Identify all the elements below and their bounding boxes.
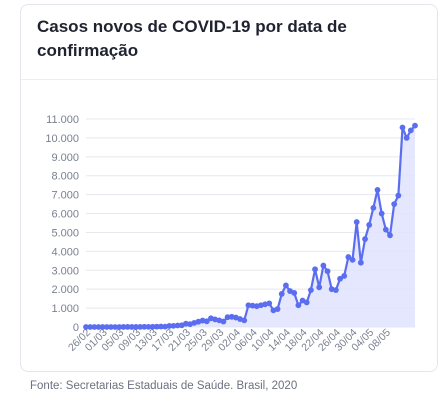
data-point	[349, 256, 356, 263]
y-tick-label: 9.000	[51, 152, 79, 164]
y-tick-label: 11.000	[46, 114, 79, 126]
data-point	[387, 232, 393, 239]
data-point	[83, 324, 89, 330]
data-point	[203, 318, 210, 325]
y-tick-label: 4.000	[51, 246, 79, 258]
data-point	[395, 192, 402, 199]
data-point	[274, 306, 281, 312]
data-point	[220, 318, 227, 325]
data-point	[378, 210, 385, 217]
data-point	[337, 275, 343, 282]
data-point	[357, 259, 364, 266]
y-axis-ticks: 0 1.000 2.000 3.000 4.000 5.000 6.000 7.000 8.00…	[45, 114, 79, 334]
data-point	[407, 127, 414, 134]
data-point	[370, 204, 377, 211]
data-point	[278, 291, 285, 297]
data-point	[362, 236, 368, 242]
data-point	[312, 266, 318, 273]
data-point	[391, 201, 398, 207]
data-point	[412, 122, 418, 129]
y-tick-label: 2.000	[51, 284, 79, 296]
data-point	[158, 323, 164, 330]
data-point	[320, 262, 327, 269]
data-point	[128, 324, 135, 330]
y-tick-label: 5.000	[51, 227, 79, 239]
data-point	[283, 282, 289, 289]
chart-card: Casos novos de COVID-19 por data de conf…	[20, 4, 438, 372]
data-point	[366, 221, 373, 228]
data-point	[149, 323, 156, 330]
data-point	[145, 323, 152, 330]
y-tick-label: 10.000	[45, 133, 79, 145]
data-point	[245, 302, 252, 309]
data-point	[399, 124, 406, 131]
data-point	[224, 314, 231, 321]
y-tick-label: 3.000	[51, 265, 79, 277]
data-point	[345, 254, 352, 260]
source-note: Fonte: Secretarias Estaduais de Saúde. B…	[30, 380, 298, 392]
y-tick-label: 8.000	[51, 171, 79, 183]
data-point	[120, 324, 127, 330]
data-point	[316, 284, 323, 291]
area-fill-path	[86, 125, 415, 328]
data-point	[103, 324, 110, 330]
area-fill	[86, 125, 415, 328]
y-tick-label: 0	[73, 322, 79, 334]
data-point	[87, 324, 94, 330]
x-axis-ticks: 26/0201/0305/0309/0313/0317/0321/0325/03…	[66, 327, 393, 354]
data-point	[403, 135, 410, 141]
y-tick-label: 6.000	[51, 209, 79, 221]
data-point	[170, 322, 177, 329]
data-point	[116, 324, 123, 330]
data-point	[266, 300, 273, 307]
data-point	[124, 324, 131, 330]
data-point	[382, 226, 389, 233]
data-points	[83, 122, 418, 330]
data-point	[153, 323, 160, 330]
data-point	[91, 324, 98, 330]
y-tick-label: 7.000	[51, 190, 79, 202]
data-point	[95, 324, 102, 330]
data-point	[174, 322, 181, 329]
data-point	[374, 187, 381, 193]
data-point	[341, 273, 348, 279]
data-point	[137, 324, 144, 330]
data-point	[133, 324, 139, 330]
data-point	[166, 323, 173, 329]
data-point	[307, 287, 314, 294]
data-point	[353, 219, 360, 225]
data-point	[112, 324, 119, 330]
data-point	[241, 317, 248, 324]
chart-title: Casos novos de COVID-19 por data de conf…	[37, 17, 347, 60]
data-point	[141, 323, 148, 330]
data-point	[99, 324, 106, 330]
data-point	[332, 287, 339, 294]
y-tick-label: 1.000	[51, 303, 79, 315]
data-point	[291, 290, 298, 296]
data-point	[303, 299, 310, 306]
data-point	[295, 302, 302, 309]
data-point	[108, 324, 114, 330]
data-point	[324, 268, 331, 275]
title-divider	[21, 79, 437, 80]
